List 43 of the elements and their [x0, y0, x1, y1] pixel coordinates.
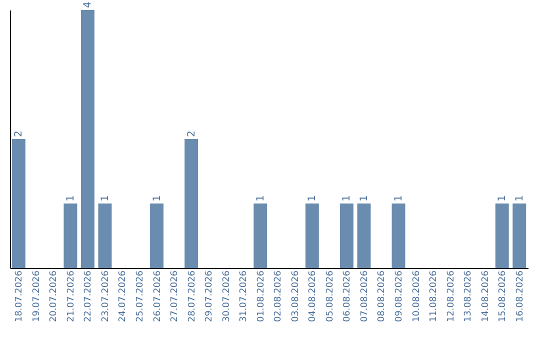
x-tick-label: 02.08.2026 [274, 270, 284, 322]
data-label: 1 [497, 195, 508, 202]
x-tick-label: 20.07.2026 [49, 270, 60, 322]
data-label: 1 [65, 195, 76, 202]
x-tick-label: 22.07.2026 [84, 270, 94, 322]
x-tick-label: 26.07.2026 [152, 270, 163, 322]
data-label: 1 [342, 195, 353, 202]
x-tick-label: 28.07.2026 [187, 270, 198, 322]
x-tick-label: 14.08.2026 [480, 270, 491, 322]
x-tick-label: 01.08.2026 [256, 270, 266, 322]
data-label: 1 [152, 195, 163, 202]
x-tick-label: 03.08.2026 [290, 270, 301, 322]
x-tick-label: 12.08.2026 [446, 270, 456, 322]
data-label: 2 [186, 130, 198, 137]
x-tick-label: 27.07.2026 [170, 270, 180, 322]
x-tick-label: 19.07.2026 [32, 270, 42, 322]
data-label: 2 [14, 130, 25, 137]
data-label: 1 [307, 195, 318, 202]
x-tick-label: 07.08.2026 [360, 270, 370, 322]
x-tick-label: 13.08.2026 [464, 270, 474, 322]
x-tick-label: 18.07.2026 [14, 270, 25, 322]
x-tick-label: 31.07.2026 [239, 270, 250, 322]
data-label: 4 [82, 2, 94, 8]
x-tick-label: 08.08.2026 [377, 270, 388, 322]
x-tick-label: 15.08.2026 [498, 270, 508, 322]
x-tick-label: 10.08.2026 [412, 270, 422, 322]
data-label: 1 [255, 195, 266, 202]
data-label: 1 [514, 195, 526, 202]
x-tick-label: 23.07.2026 [100, 270, 111, 322]
x-tick-label: 06.08.2026 [342, 270, 353, 322]
data-label: 1 [394, 195, 404, 202]
x-tick-label: 21.07.2026 [66, 270, 76, 322]
x-tick-label: 30.07.2026 [222, 270, 232, 322]
x-tick-label: 29.07.2026 [204, 270, 215, 322]
x-tick-label: 09.08.2026 [394, 270, 404, 322]
x-tick-label: 05.08.2026 [325, 270, 336, 322]
x-tick-label: 04.08.2026 [308, 270, 318, 322]
x-tick-label: 24.07.2026 [118, 270, 128, 322]
x-tick-label: 16.08.2026 [515, 270, 526, 322]
x-tick-label: 11.08.2026 [429, 270, 440, 322]
data-label: 1 [358, 195, 370, 202]
data-label: 1 [100, 195, 111, 202]
x-tick-label: 25.07.2026 [136, 270, 146, 322]
